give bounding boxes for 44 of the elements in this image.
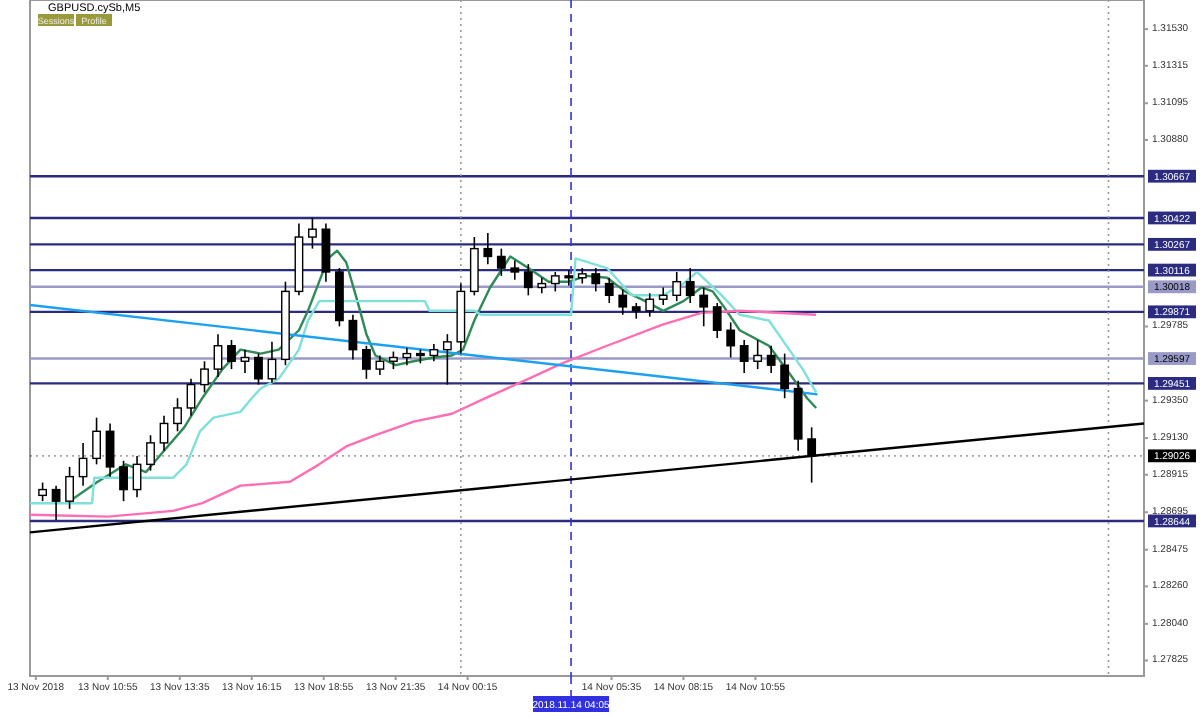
candlestick [726,321,736,359]
candlestick [38,481,47,502]
candlestick [200,360,209,394]
candlestick [604,276,614,304]
candlestick [321,222,331,283]
candlestick [308,216,317,250]
candlestick [348,313,358,361]
candlestick [267,341,277,384]
candlestick [712,302,722,339]
candlestick [375,354,385,376]
candlestick [483,232,493,265]
candlestick [92,416,101,466]
candlestick [510,259,520,281]
candlestick [672,271,682,302]
candlestick [65,466,74,510]
candlestick [240,348,250,374]
candlestick [658,286,668,306]
candlestick [564,269,574,287]
candlestick [591,267,601,293]
candlestick [442,333,452,386]
candlestick [186,378,196,417]
candlestick [227,339,236,370]
candlestick [523,263,533,297]
candlestick [159,414,169,452]
candlestick [119,459,128,502]
candlestick [469,236,479,297]
candlestick [753,339,763,370]
candlestick [618,288,628,316]
candlestick [550,271,560,293]
candlestick [51,484,61,521]
candlestick [361,344,371,380]
candlestick [699,286,709,328]
line-series [28,309,818,518]
candlestick [780,352,790,400]
candlestick [766,344,776,374]
candlestick [645,292,655,318]
candlestick [496,247,506,277]
candlestick [105,422,115,478]
candlestick [685,267,695,304]
candlestick [739,339,749,374]
candlestick [173,397,182,433]
candlestick [213,333,223,378]
candlestick [254,352,263,386]
candlestick [146,434,155,472]
